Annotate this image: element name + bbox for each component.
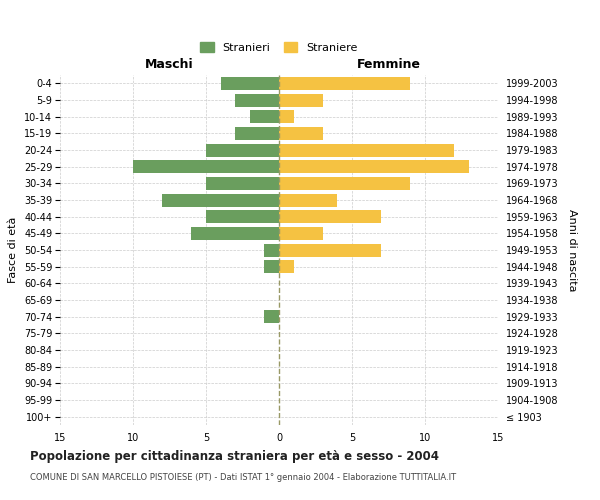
- Bar: [279, 144, 454, 156]
- Bar: [279, 227, 323, 240]
- Text: Femmine: Femmine: [356, 58, 421, 71]
- Bar: [206, 177, 279, 190]
- Bar: [279, 244, 381, 256]
- Bar: [221, 77, 279, 90]
- Bar: [279, 210, 381, 223]
- Text: Maschi: Maschi: [145, 58, 194, 71]
- Bar: [265, 310, 279, 323]
- Bar: [279, 94, 323, 106]
- Bar: [235, 127, 279, 140]
- Bar: [279, 194, 337, 206]
- Bar: [265, 244, 279, 256]
- Bar: [133, 160, 279, 173]
- Text: COMUNE DI SAN MARCELLO PISTOIESE (PT) - Dati ISTAT 1° gennaio 2004 - Elaborazion: COMUNE DI SAN MARCELLO PISTOIESE (PT) - …: [30, 472, 456, 482]
- Bar: [250, 110, 279, 123]
- Bar: [279, 110, 293, 123]
- Y-axis label: Fasce di età: Fasce di età: [8, 217, 19, 283]
- Bar: [265, 260, 279, 273]
- Legend: Stranieri, Straniere: Stranieri, Straniere: [197, 38, 361, 56]
- Bar: [191, 227, 279, 240]
- Y-axis label: Anni di nascita: Anni di nascita: [567, 208, 577, 291]
- Bar: [235, 94, 279, 106]
- Bar: [162, 194, 279, 206]
- Bar: [279, 127, 323, 140]
- Bar: [206, 210, 279, 223]
- Bar: [279, 77, 410, 90]
- Text: Popolazione per cittadinanza straniera per età e sesso - 2004: Popolazione per cittadinanza straniera p…: [30, 450, 439, 463]
- Bar: [206, 144, 279, 156]
- Bar: [279, 177, 410, 190]
- Bar: [279, 260, 293, 273]
- Bar: [279, 160, 469, 173]
